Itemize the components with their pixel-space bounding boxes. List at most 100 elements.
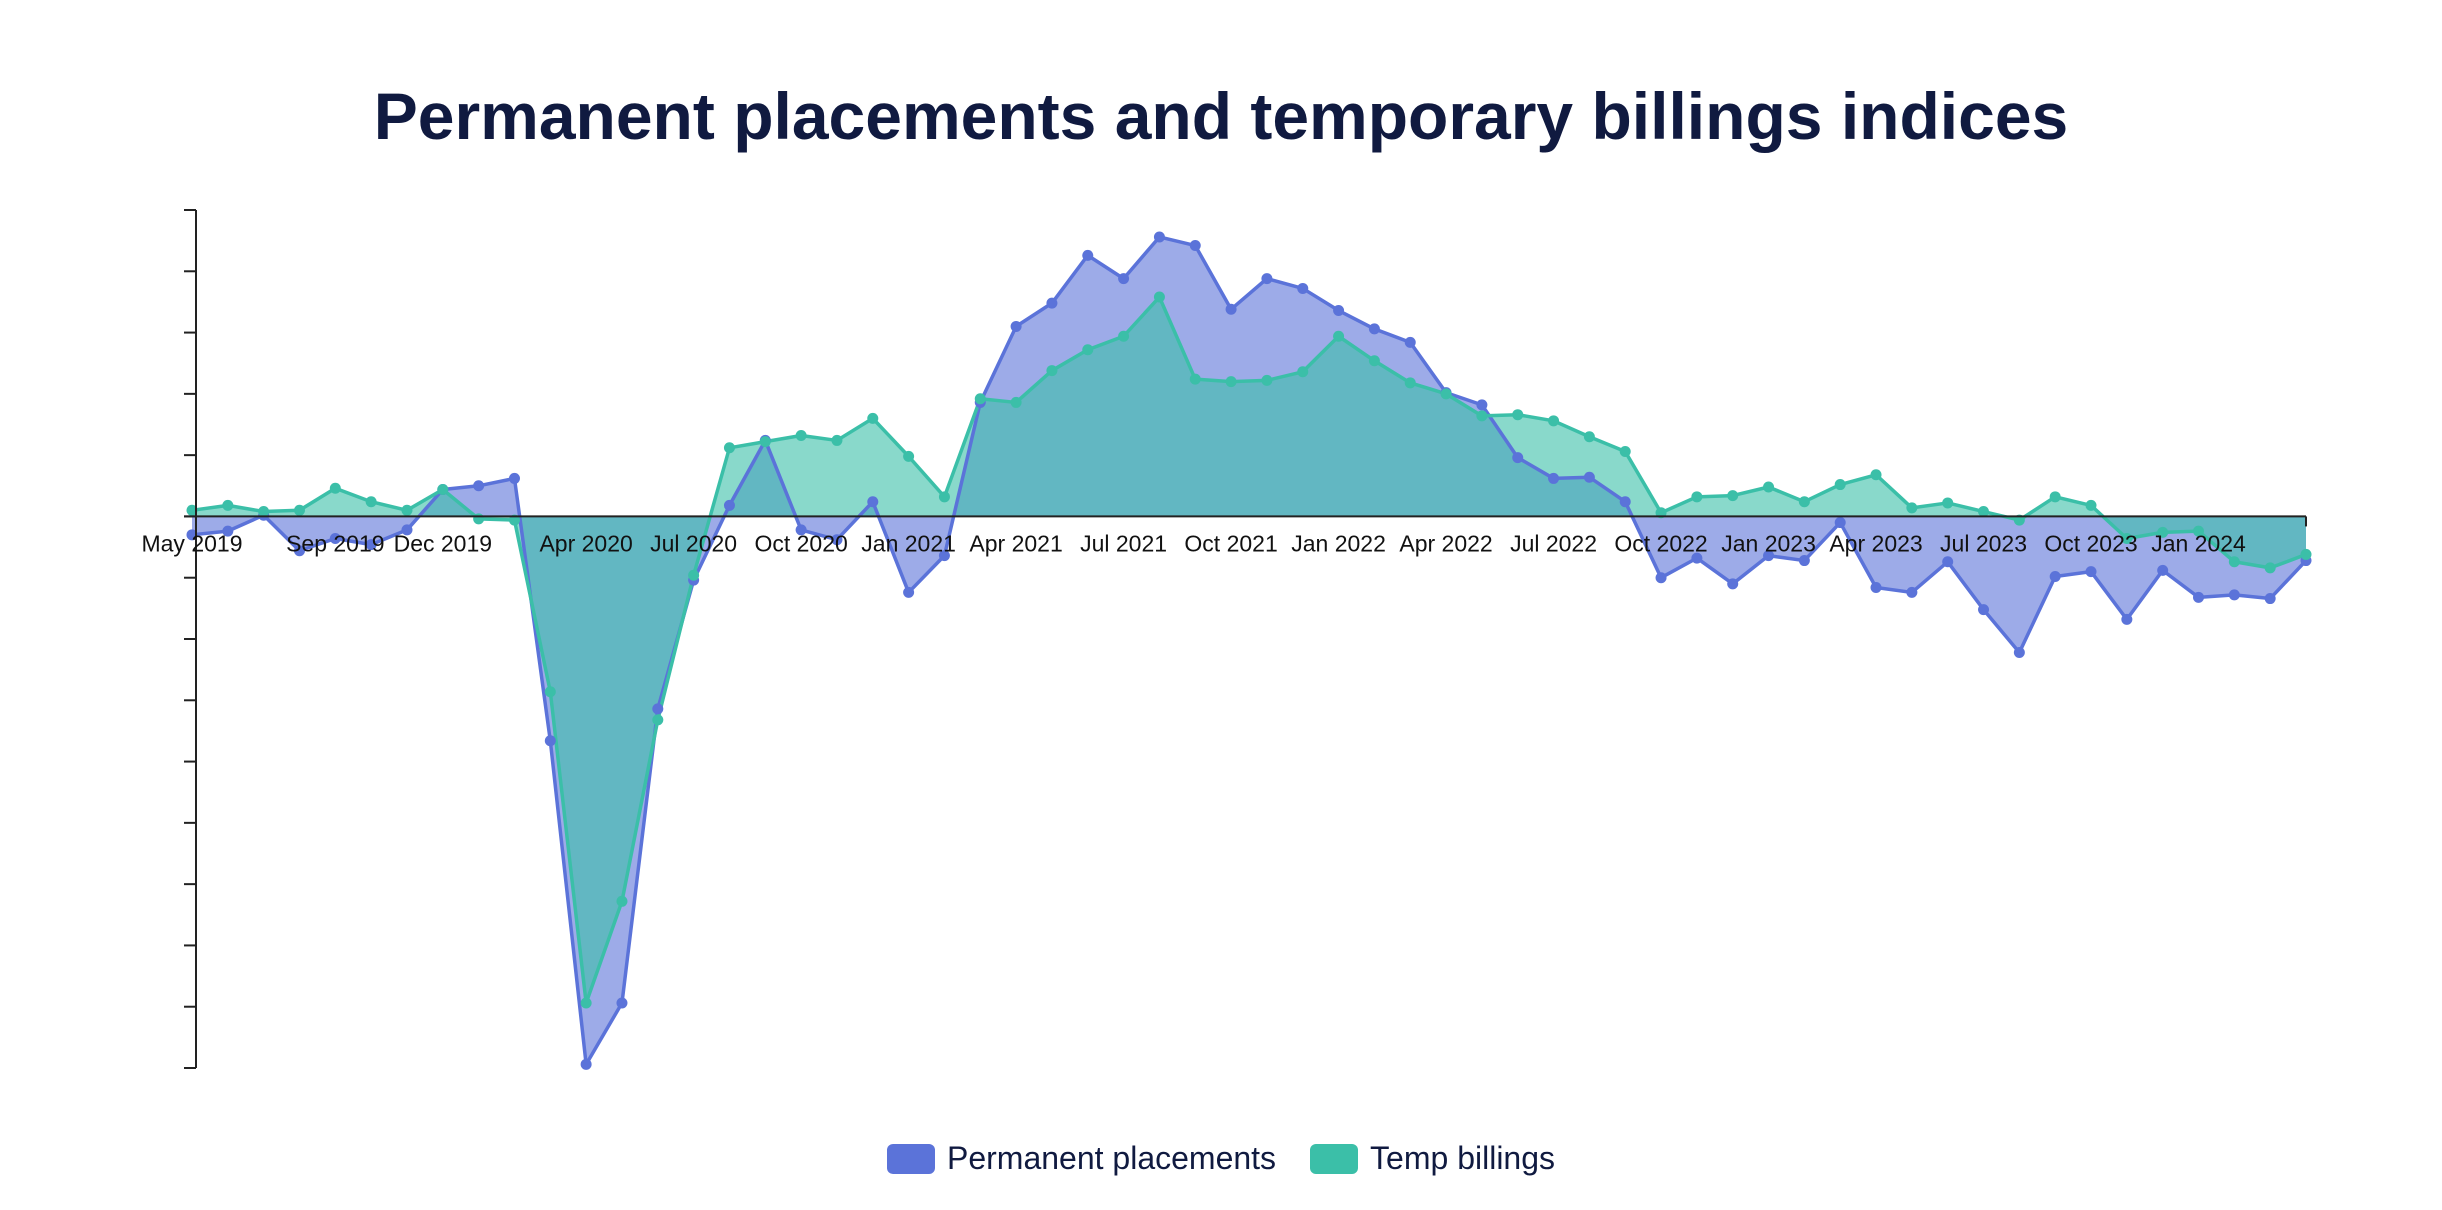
permanent-placements-point: [1942, 556, 1954, 568]
x-tick-label: Oct 2022: [1614, 530, 1707, 556]
temp-billings-point: [1153, 291, 1165, 303]
permanent-placements-point: [723, 499, 735, 511]
series-lines: [191, 235, 2308, 1067]
x-tick-label: Jul 2021: [1080, 530, 1167, 556]
temp-billings-point: [1297, 366, 1309, 378]
permanent-placements-point: [473, 480, 485, 492]
permanent-placements-line: [191, 235, 2308, 1067]
temp-billings-point: [329, 482, 341, 494]
permanent-placements-point: [2121, 613, 2133, 625]
temp-billings-point: [1834, 479, 1846, 491]
temp-billings-point: [795, 430, 807, 442]
temp-billings-point: [437, 483, 449, 495]
permanent-placements-point: [938, 550, 950, 562]
temp-billings-point: [759, 436, 771, 448]
permanent-placements-point: [508, 472, 520, 484]
permanent-placements-point: [1763, 550, 1775, 562]
x-tick-label: Apr 2020: [539, 530, 632, 556]
x-tick-label: Jan 2021: [861, 530, 956, 556]
temp-billings-point: [2228, 556, 2240, 568]
permanent-placements-point: [365, 539, 377, 551]
x-tick-label: Apr 2021: [969, 530, 1062, 556]
temp-billings-point: [1763, 481, 1775, 493]
temp-billings-point: [473, 513, 485, 525]
temp-billings-point: [1727, 490, 1739, 502]
x-tick-label: Jan 2024: [2151, 530, 2246, 556]
permanent-placements-point: [580, 1058, 592, 1070]
temp-billings-point: [652, 714, 664, 726]
temp-billings-point: [2085, 499, 2097, 511]
permanent-placements-point: [1619, 496, 1631, 508]
legend-item-temp-billings[interactable]: Temp billings: [1310, 1140, 1555, 1177]
permanent-placements-point: [1010, 320, 1022, 332]
permanent-placements-point: [867, 496, 879, 508]
temp-billings-area: [192, 297, 2306, 1004]
x-tick-label: Oct 2023: [2044, 530, 2137, 556]
temp-billings-point: [1082, 344, 1094, 356]
x-tick-label: Jan 2023: [1721, 530, 1816, 556]
permanent-placements-point: [1189, 240, 1201, 252]
temp-billings-point: [293, 504, 305, 516]
legend-label: Permanent placements: [946, 1140, 1277, 1176]
x-tick-label: Oct 2020: [754, 530, 847, 556]
legend-item-permanent-placements[interactable]: Permanent placements: [886, 1140, 1277, 1177]
temp-billings-point: [1906, 502, 1918, 514]
temp-billings-point: [1942, 497, 1954, 509]
permanent-placements-point: [1082, 249, 1094, 261]
temp-billings-point: [1476, 410, 1488, 422]
temp-billings-point: [2193, 525, 2205, 537]
permanent-placements-point: [1476, 399, 1488, 411]
temp-billings-point: [1261, 374, 1273, 386]
permanent-placements-point: [1906, 586, 1918, 598]
x-tick-label: Jul 2022: [1510, 530, 1597, 556]
permanent-placements-point: [1727, 578, 1739, 590]
axes: [184, 209, 2307, 1069]
temp-billings-point: [580, 997, 592, 1009]
permanent-placements-point: [1153, 231, 1165, 243]
chart-title: Permanent placements and temporary billi…: [373, 79, 2069, 153]
temp-billings-point: [401, 504, 413, 516]
temp-billings-point: [1691, 491, 1703, 503]
temp-billings-point: [616, 895, 628, 907]
temp-billings-point: [1225, 376, 1237, 388]
temp-billings-point: [1368, 355, 1380, 367]
permanent-placements-point: [544, 735, 556, 747]
permanent-placements-point: [1583, 471, 1595, 483]
permanent-placements-point: [1225, 303, 1237, 315]
permanent-placements-point: [293, 545, 305, 557]
temp-billings-point: [903, 450, 915, 462]
x-tick-label: Jan 2022: [1291, 530, 1386, 556]
temp-billings-point: [2300, 548, 2312, 560]
x-tick-label: Apr 2022: [1399, 530, 1492, 556]
temp-billings-point: [1404, 377, 1416, 389]
temp-billings-point: [974, 393, 986, 405]
legend-label: Temp billings: [1370, 1140, 1556, 1176]
permanent-placements-point: [401, 524, 413, 536]
temp-billings-point: [1010, 396, 1022, 408]
permanent-placements-point: [1368, 323, 1380, 335]
x-tick-labels: May 2019 Sep 2019 Dec 2019 Apr 2020 Jul 2020…: [141, 530, 2246, 556]
permanent-placements-point: [1333, 305, 1345, 317]
temp-billings-point: [186, 504, 198, 516]
x-tick-label: May 2019: [141, 530, 242, 556]
legend-swatch: [1310, 1143, 1359, 1174]
series-areas: [192, 236, 2306, 1065]
temp-billings-point: [688, 569, 700, 581]
permanent-placements-point: [1870, 582, 1882, 594]
permanent-placements-point: [2264, 593, 2276, 605]
temp-billings-point: [2121, 532, 2133, 544]
temp-billings-point: [258, 506, 270, 518]
permanent-placements-point: [2085, 566, 2097, 578]
permanent-placements-point: [1655, 572, 1667, 584]
temp-billings-point: [1512, 409, 1524, 421]
permanent-placements-point: [831, 534, 843, 546]
x-tick-label: Apr 2023: [1829, 530, 1922, 556]
temp-billings-line: [191, 295, 2307, 1005]
x-tick-label: Sep 2019: [286, 530, 384, 556]
legend-swatch: [886, 1143, 935, 1174]
x-tick-label: Jul 2023: [1940, 530, 2027, 556]
x-tick-label: Oct 2021: [1184, 530, 1277, 556]
permanent-placements-point: [186, 529, 198, 541]
permanent-placements-point: [903, 586, 915, 598]
permanent-placements-point: [2193, 591, 2205, 603]
